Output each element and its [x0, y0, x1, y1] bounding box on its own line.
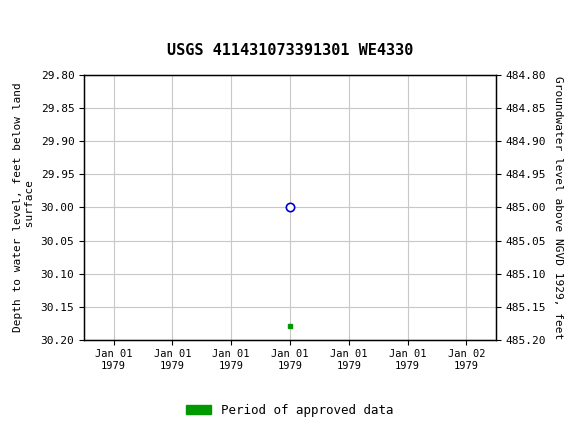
Y-axis label: Groundwater level above NGVD 1929, feet: Groundwater level above NGVD 1929, feet: [553, 76, 563, 339]
Text: USGS 411431073391301 WE4330: USGS 411431073391301 WE4330: [167, 43, 413, 58]
Y-axis label: Depth to water level, feet below land
 surface: Depth to water level, feet below land su…: [13, 83, 35, 332]
Text: ▒USGS: ▒USGS: [9, 9, 63, 30]
Legend: Period of approved data: Period of approved data: [181, 399, 399, 421]
